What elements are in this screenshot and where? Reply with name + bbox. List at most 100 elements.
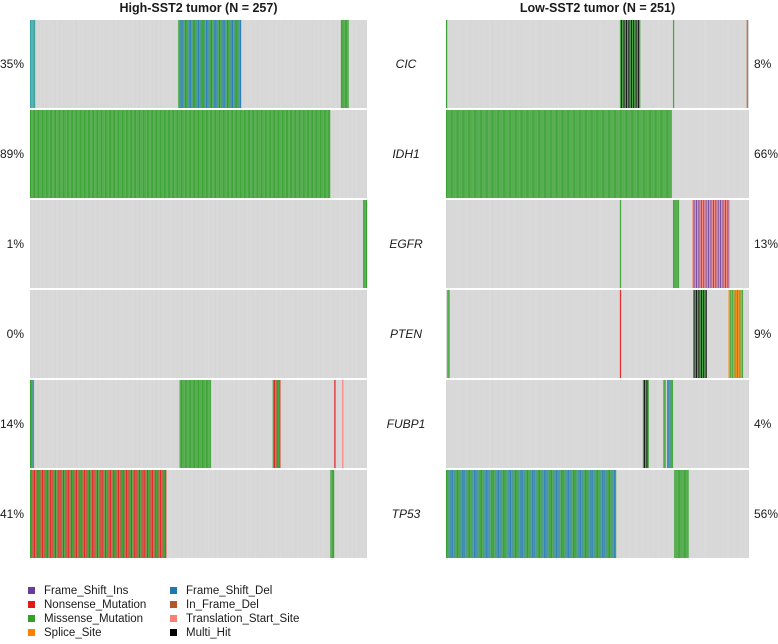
mutation-cell	[724, 200, 727, 288]
mutation-cell	[125, 470, 128, 558]
mutation-cell	[90, 470, 92, 558]
mutation-cell	[484, 110, 486, 198]
mutation-cell	[624, 20, 626, 108]
gene-row-background	[446, 380, 749, 468]
mutation-cell	[233, 20, 235, 108]
mutation-cell	[207, 110, 209, 198]
mutation-cell	[64, 110, 66, 198]
mutation-cell	[30, 20, 32, 108]
mutation-cell	[648, 110, 651, 198]
mutation-cell	[730, 290, 733, 378]
mutation-cell	[582, 110, 584, 198]
mutation-cell	[446, 470, 448, 558]
mutation-cell	[600, 110, 602, 198]
mutation-cell	[138, 470, 141, 558]
mutation-cell	[700, 290, 703, 378]
mutation-cell	[500, 470, 502, 558]
mutation-cell	[710, 200, 712, 288]
mutation-cell	[495, 110, 497, 198]
mutation-cell	[470, 470, 472, 558]
mutation-cell	[43, 110, 45, 198]
mutation-cell	[180, 110, 183, 198]
mutation-cell	[151, 110, 154, 198]
mutation-cell	[477, 470, 479, 558]
mutation-cell	[456, 110, 459, 198]
mutation-cell	[641, 110, 643, 198]
mutation-cell	[268, 110, 271, 198]
mutation-cell	[45, 470, 48, 558]
gene-row-background	[30, 290, 367, 378]
mutation-cell	[501, 110, 503, 198]
mutation-cell	[711, 200, 713, 288]
mutation-cell	[617, 110, 619, 198]
mutation-cell	[115, 470, 117, 558]
mutation-cell	[502, 470, 505, 558]
mutation-cell	[508, 110, 511, 198]
mutation-cell	[66, 110, 69, 198]
mutation-cell	[538, 470, 541, 558]
mutation-cell	[170, 110, 172, 198]
mutation-cell	[447, 470, 449, 558]
mutation-cell	[54, 470, 57, 558]
mutation-cell	[565, 110, 567, 198]
mutation-cell	[279, 110, 281, 198]
mutation-cell	[234, 20, 236, 108]
mutation-cell	[197, 380, 200, 468]
mutation-cell	[733, 290, 735, 378]
mutation-cell	[695, 200, 698, 288]
mutation-cell	[660, 110, 663, 198]
mutation-cell	[569, 110, 571, 198]
mutation-cell	[228, 110, 230, 198]
mutation-cell	[155, 110, 158, 198]
mutation-cell	[483, 470, 485, 558]
mutation-cell	[123, 470, 125, 558]
gene-row-background	[446, 20, 749, 108]
mutation-cell	[592, 470, 594, 558]
mutation-cell	[234, 110, 236, 198]
mutation-cell	[81, 470, 83, 558]
mutation-cell	[593, 110, 595, 198]
mutation-cell	[628, 20, 630, 108]
mutation-cell	[473, 110, 476, 198]
mutation-cell	[52, 110, 54, 198]
gene-label: CIC	[396, 57, 417, 71]
mutation-cell	[608, 470, 611, 558]
mutation-cell	[577, 470, 579, 558]
mutation-cell	[162, 470, 164, 558]
mutation-cell	[709, 200, 711, 288]
mutation-cell	[570, 110, 572, 198]
mutation-cell	[693, 200, 695, 288]
mutation-cell	[285, 110, 288, 198]
panel-1: 8% 66% 13% 9% 4% 56%	[446, 20, 778, 558]
mutation-cell	[65, 470, 67, 558]
mutation-cell	[716, 200, 718, 288]
mutation-cell	[208, 20, 210, 108]
mutation-cell	[624, 110, 626, 198]
mutation-cell	[323, 110, 326, 198]
mutation-cell	[31, 110, 33, 198]
mutation-cell	[546, 470, 548, 558]
mutation-cell	[49, 110, 52, 198]
mutation-cell	[145, 110, 147, 198]
mutation-cell	[99, 470, 101, 558]
mutation-cell	[713, 200, 716, 288]
mutation-cell	[645, 110, 647, 198]
mutation-cell	[558, 470, 560, 558]
gene-label: IDH1	[392, 147, 419, 161]
mutation-cell	[221, 110, 223, 198]
mutation-cell	[85, 470, 87, 558]
mutation-cell	[259, 110, 261, 198]
mutation-cell	[631, 20, 634, 108]
mutation-cell	[195, 20, 197, 108]
mutation-cell	[680, 470, 682, 558]
mutation-cell	[264, 110, 267, 198]
mutation-cell	[552, 470, 554, 558]
mutation-cell	[627, 110, 629, 198]
percent-label: 4%	[754, 417, 772, 431]
mutation-cell	[462, 110, 465, 198]
mutation-cell	[543, 470, 546, 558]
mutation-cell	[69, 470, 71, 558]
mutation-cell	[179, 380, 181, 468]
mutation-cell	[209, 110, 212, 198]
mutation-cell	[225, 110, 227, 198]
